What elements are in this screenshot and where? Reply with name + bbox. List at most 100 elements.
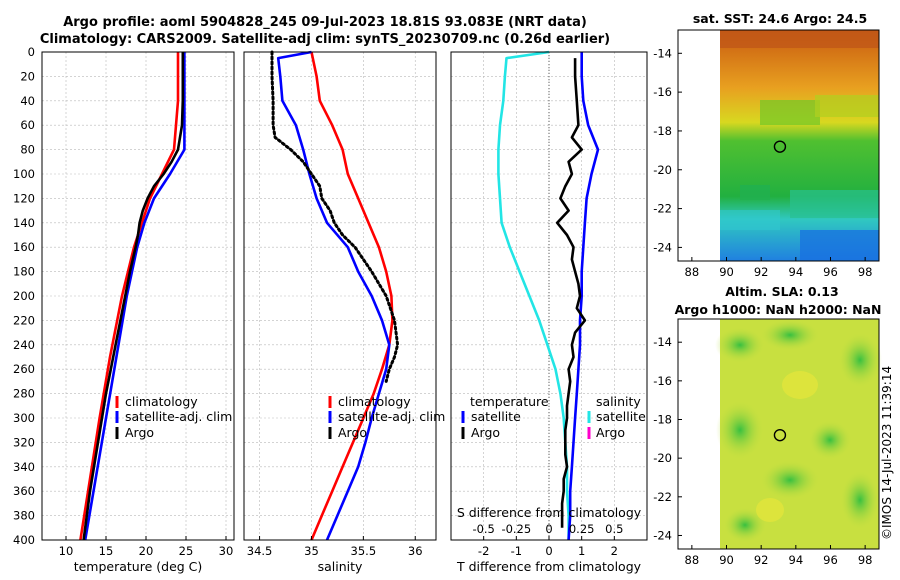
lon-tick-label: 98: [858, 265, 873, 279]
x-tick-label: 35.5: [351, 544, 377, 558]
lon-tick-label: 96: [823, 265, 838, 279]
title-line-1: Argo profile: aoml 5904828_245 09-Jul-20…: [63, 15, 587, 30]
argo-location-marker: [773, 428, 787, 442]
depth-tick-label: 0: [28, 45, 35, 59]
lon-tick-label: 90: [719, 553, 734, 567]
depth-tick-label: 80: [20, 143, 35, 157]
depth-tick-label: 300: [13, 411, 35, 425]
lat-tick-label: -16: [653, 374, 672, 388]
salinity-axes-frame: [243, 51, 437, 541]
lon-tick-label: 92: [754, 553, 769, 567]
depth-tick-label: 260: [13, 362, 35, 376]
lon-tick-label: 96: [823, 553, 838, 567]
legend-label-climatology: climatology: [338, 394, 411, 409]
lat-tick-label: -24: [653, 240, 672, 254]
sla-map-title-1: Altim. SLA: 0.13: [725, 284, 838, 299]
salinity-legend: climatology satellite-adj. clim Argo: [328, 394, 445, 440]
lon-tick-label: 88: [685, 553, 700, 567]
temperature-xlabel: temperature (deg C): [74, 559, 203, 574]
legend-label-t-argo: Argo: [471, 425, 500, 440]
x-tick-label: 30: [219, 544, 234, 558]
lat-tick-label: -20: [653, 451, 672, 465]
sst-map: sat. SST: 24.6 Argo: 24.5 88 90 92 94 96 98 -1…: [653, 11, 880, 279]
depth-tick-label: 40: [20, 94, 35, 108]
temperature-axes-frame: [41, 51, 235, 541]
legend-label-satellite: satellite-adj. clim: [338, 409, 445, 424]
title-line-2: Climatology: CARS2009. Satellite-adj cli…: [39, 32, 611, 47]
series-line-s-satellite: [567, 52, 600, 541]
s-difference-label: S difference from climatology: [457, 505, 642, 520]
lon-tick-label: 94: [789, 553, 804, 567]
x-tick-label: 10: [59, 544, 74, 558]
lat-tick-label: -18: [653, 413, 672, 427]
legend-label-satellite: satellite-adj. clim: [125, 409, 232, 424]
s-diff-tick-label: 0.25: [569, 522, 595, 536]
legend-label-t-satellite: satellite: [471, 409, 521, 424]
lon-tick-label: 94: [789, 265, 804, 279]
depth-tick-label: 100: [13, 167, 35, 181]
depth-tick-label: 200: [13, 289, 35, 303]
sla-map-image: [715, 319, 882, 549]
x-tick-label: 2: [611, 544, 618, 558]
lon-tick-label: 88: [685, 265, 700, 279]
legend-title-salinity: salinity: [596, 394, 641, 409]
x-tick-label: 0: [545, 544, 552, 558]
depth-tick-label: 220: [13, 313, 35, 327]
sla-map: Altim. SLA: 0.13 Argo h1000: NaN h2000: …: [653, 284, 882, 567]
x-tick-label: -1: [511, 544, 522, 558]
sst-map-title: sat. SST: 24.6 Argo: 24.5: [693, 11, 867, 26]
legend-label-s-argo: Argo: [596, 425, 625, 440]
lon-tick-label: 98: [858, 553, 873, 567]
lat-tick-label: -20: [653, 163, 672, 177]
s-diff-tick-label: -0.5: [472, 522, 494, 536]
lon-tick-label: 92: [754, 265, 769, 279]
lat-tick-label: -14: [653, 46, 672, 60]
depth-tick-label: 140: [13, 216, 35, 230]
series-line-satellite-adj-clim: [83, 52, 186, 541]
lat-tick-label: -22: [653, 490, 672, 504]
depth-tick-label: 180: [13, 265, 35, 279]
sst-map-frame: [677, 29, 880, 262]
salinity-panel: 34.5 35 35.5 36 salinity climatology satell…: [243, 50, 445, 574]
lat-tick-label: -24: [653, 528, 672, 542]
sla-map-title-2: Argo h1000: NaN h2000: NaN: [675, 302, 882, 317]
lat-tick-label: -16: [653, 85, 672, 99]
s-diff-tick-label: -0.25: [501, 522, 531, 536]
depth-tick-label: 400: [13, 533, 35, 547]
series-line-t-argo: [555, 58, 587, 528]
x-tick-label: 25: [179, 544, 194, 558]
x-tick-label: 35: [304, 544, 319, 558]
x-tick-label: 15: [99, 544, 114, 558]
lat-tick-label: -22: [653, 202, 672, 216]
x-tick-label: 20: [139, 544, 154, 558]
legend-label-argo: Argo: [125, 425, 154, 440]
depth-tick-label: 240: [13, 338, 35, 352]
depth-tick-label: 320: [13, 435, 35, 449]
depth-tick-label: 360: [13, 484, 35, 498]
x-tick-label: 34.5: [247, 544, 273, 558]
legend-label-climatology: climatology: [125, 394, 198, 409]
series-line-satellite-adj-clim: [276, 50, 391, 541]
salinity-xlabel: salinity: [318, 559, 363, 574]
depth-tick-label: 160: [13, 240, 35, 254]
sst-map-image: [720, 30, 879, 261]
legend-title-temperature: temperature: [470, 394, 549, 409]
lon-tick-label: 90: [719, 265, 734, 279]
x-tick-label: 36: [408, 544, 423, 558]
depth-tick-label: 380: [13, 509, 35, 523]
t-difference-label: T difference from climatology: [456, 559, 642, 574]
lat-tick-label: -18: [653, 124, 672, 138]
x-tick-label: 1: [578, 544, 585, 558]
lat-tick-label: -14: [653, 335, 672, 349]
difference-panel: -2 -1 0 1 2 S difference from climatology -0…: [450, 50, 648, 574]
series-line-argo: [270, 50, 400, 383]
series-line-climatology: [310, 51, 394, 541]
legend-label-argo: Argo: [338, 425, 367, 440]
depth-tick-label: 340: [13, 460, 35, 474]
sla-map-frame: [677, 318, 880, 550]
difference-legend: temperature satellite Argo salinity sate…: [461, 394, 646, 440]
temperature-legend: climatology satellite-adj. clim Argo: [115, 394, 232, 440]
x-tick-label: -2: [478, 544, 489, 558]
temperature-panel: 0 20 40 60 80 100 120 140 160 180 200 220 240 260 280 3…: [13, 45, 235, 574]
